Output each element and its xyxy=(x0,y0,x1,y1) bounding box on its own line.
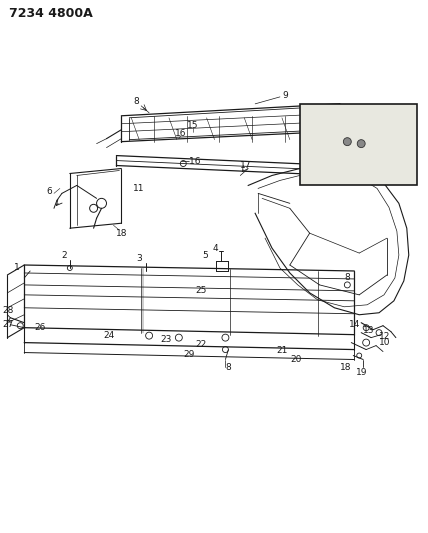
Text: 3: 3 xyxy=(137,254,142,263)
Text: 11: 11 xyxy=(401,126,413,135)
Text: 8: 8 xyxy=(345,273,350,282)
Text: 18: 18 xyxy=(339,363,351,372)
Text: 10: 10 xyxy=(379,338,391,347)
Text: 19: 19 xyxy=(320,147,329,156)
Text: 9: 9 xyxy=(404,107,409,116)
Text: 29: 29 xyxy=(183,350,194,359)
Text: 11: 11 xyxy=(134,184,145,193)
Text: 14: 14 xyxy=(304,117,315,126)
Text: 7234 4800A: 7234 4800A xyxy=(9,7,93,20)
Text: 13: 13 xyxy=(336,107,346,116)
Text: 8: 8 xyxy=(134,98,139,107)
Text: 27: 27 xyxy=(3,320,14,329)
Text: 12: 12 xyxy=(379,332,391,341)
Text: 24: 24 xyxy=(104,331,115,340)
Text: 6: 6 xyxy=(46,187,52,196)
Text: 20: 20 xyxy=(290,355,301,364)
Text: 16: 16 xyxy=(175,129,187,138)
Text: 22: 22 xyxy=(195,340,206,349)
Text: 26: 26 xyxy=(34,323,46,332)
Text: 19: 19 xyxy=(357,368,368,377)
Text: 1: 1 xyxy=(15,263,20,272)
Text: —16: —16 xyxy=(181,157,201,166)
Text: 13: 13 xyxy=(363,326,375,335)
Text: 1: 1 xyxy=(305,109,310,118)
Text: 15: 15 xyxy=(187,121,199,130)
Text: 5: 5 xyxy=(203,251,208,260)
Text: 8: 8 xyxy=(226,363,231,372)
Text: 2: 2 xyxy=(61,251,67,260)
Text: 9: 9 xyxy=(282,91,288,100)
Text: 4: 4 xyxy=(213,244,218,253)
Text: 12: 12 xyxy=(334,125,345,134)
Text: 17: 17 xyxy=(240,161,251,170)
Circle shape xyxy=(357,140,365,148)
Text: 14: 14 xyxy=(348,320,360,329)
Text: 28: 28 xyxy=(3,306,14,315)
Bar xyxy=(300,104,417,185)
Text: 13: 13 xyxy=(316,122,327,131)
Text: 21: 21 xyxy=(276,346,288,355)
Text: 11: 11 xyxy=(353,151,362,160)
Text: 25: 25 xyxy=(195,286,206,295)
Text: 18: 18 xyxy=(116,229,127,238)
Text: 23: 23 xyxy=(160,335,172,344)
Text: 10: 10 xyxy=(383,117,395,126)
Text: 7: 7 xyxy=(406,141,411,150)
Circle shape xyxy=(343,138,351,146)
